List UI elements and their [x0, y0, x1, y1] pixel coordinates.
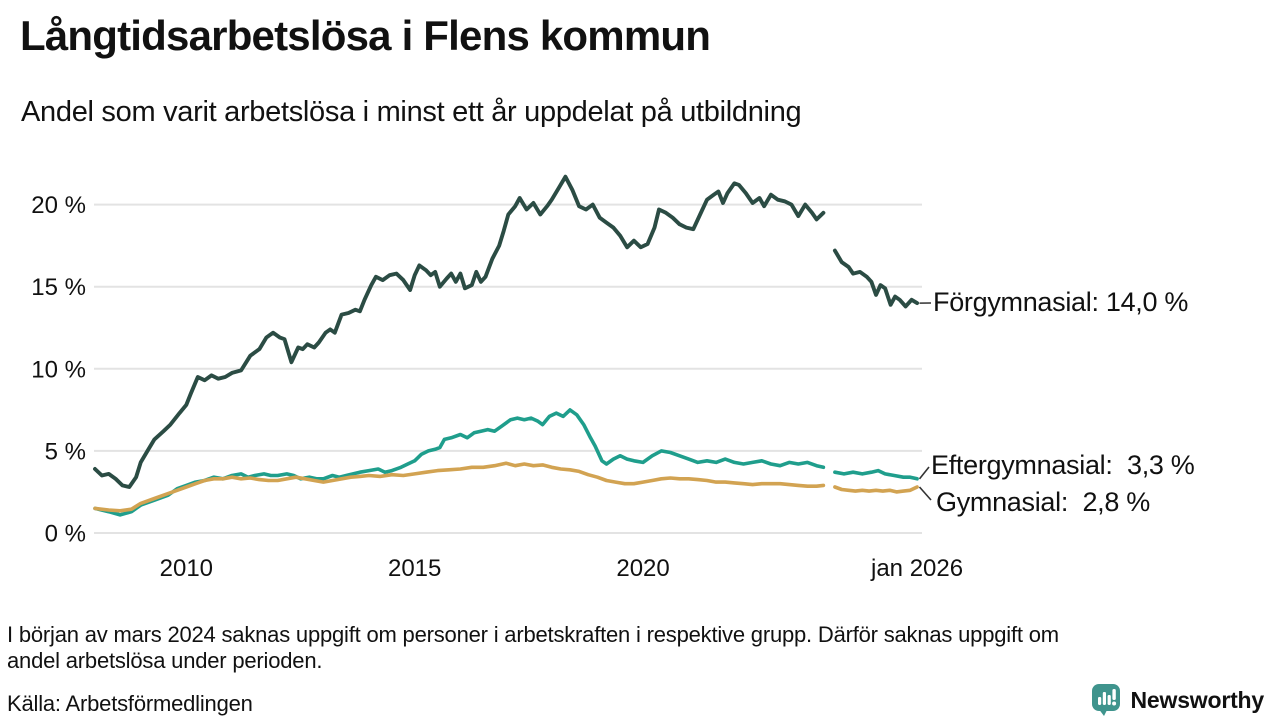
- x-axis-tick-label: jan 2026: [870, 555, 963, 582]
- series-end-label-gymnasial: Gymnasial: 2,8 %: [936, 487, 1150, 517]
- series-line-gymnasial: [833, 485, 919, 494]
- x-axis-tick-label: 2010: [160, 555, 213, 582]
- y-axis-tick-label: 10 %: [31, 356, 86, 383]
- series-line-eftergymnasial: [93, 408, 826, 517]
- footnote-line-2: andel arbetslösa under perioden.: [7, 648, 323, 673]
- page-subtitle: Andel som varit arbetslösa i minst ett å…: [21, 96, 802, 128]
- series-line-forgymnasial: [93, 174, 826, 489]
- newsworthy-logo: Newsworthy: [1089, 683, 1264, 717]
- newsworthy-chart-bubble-icon: [1091, 684, 1120, 716]
- series-line-gymnasial: [93, 461, 826, 513]
- label-connector-gymnasial: [918, 486, 932, 501]
- newsworthy-wordmark: Newsworthy: [1130, 686, 1265, 713]
- y-axis-tick-label: 15 %: [31, 274, 86, 301]
- y-axis-tick-label: 0 %: [45, 521, 86, 548]
- series-end-label-forgymnasial: Förgymnasial: 14,0 %: [933, 287, 1189, 317]
- source-credit: Källa: Arbetsförmedlingen: [7, 691, 253, 716]
- y-axis-tick-label: 5 %: [45, 438, 86, 465]
- page-title: Långtidsarbetslösa i Flens kommun: [20, 12, 711, 59]
- chart-footnote: I början av mars 2024 saknas uppgift om …: [7, 622, 1257, 674]
- y-axis-tick-label: 20 %: [31, 192, 86, 219]
- footnote-line-1: I början av mars 2024 saknas uppgift om …: [7, 622, 1059, 647]
- series-line-eftergymnasial: [833, 468, 919, 481]
- series-line-forgymnasial: [832, 248, 920, 309]
- label-connector-eftergymnasial: [918, 466, 930, 480]
- series-end-label-eftergymnasial: Eftergymnasial: 3,3 %: [931, 450, 1195, 480]
- x-axis-tick-label: 2020: [616, 555, 669, 582]
- x-axis-tick-label: 2015: [388, 555, 441, 582]
